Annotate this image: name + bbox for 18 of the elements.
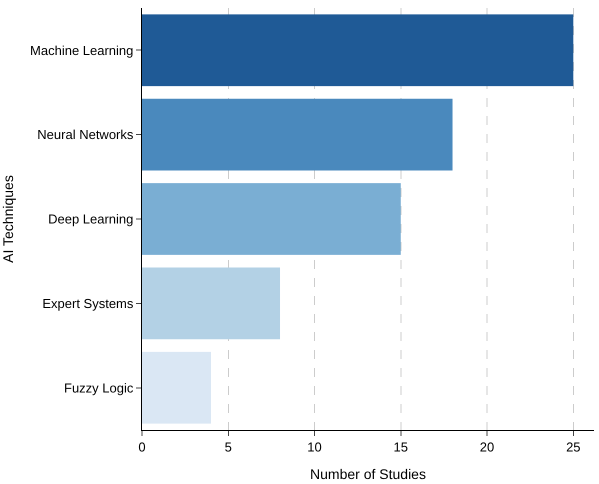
- x-tick-label: 10: [307, 440, 322, 455]
- x-tick-label: 5: [224, 440, 232, 455]
- bar: [142, 268, 280, 340]
- bar: [142, 352, 212, 424]
- x-tick-label: 25: [566, 440, 581, 455]
- bar: [142, 14, 574, 86]
- x-tick-label: 20: [480, 440, 494, 455]
- y-tick-label: Deep Learning: [48, 212, 134, 227]
- x-tick-label: 0: [138, 440, 146, 455]
- x-tick-label: 15: [394, 440, 408, 455]
- y-axis-title: AI Techniques: [0, 175, 16, 263]
- y-tick-label: Machine Learning: [30, 42, 134, 58]
- x-axis-title: Number of Studies: [310, 466, 426, 482]
- bar: [142, 98, 453, 170]
- y-tick-label: Neural Networks: [37, 127, 134, 142]
- y-tick-label: Fuzzy Logic: [64, 380, 134, 396]
- y-tick-label: Expert Systems: [42, 296, 134, 311]
- bar: [142, 183, 401, 255]
